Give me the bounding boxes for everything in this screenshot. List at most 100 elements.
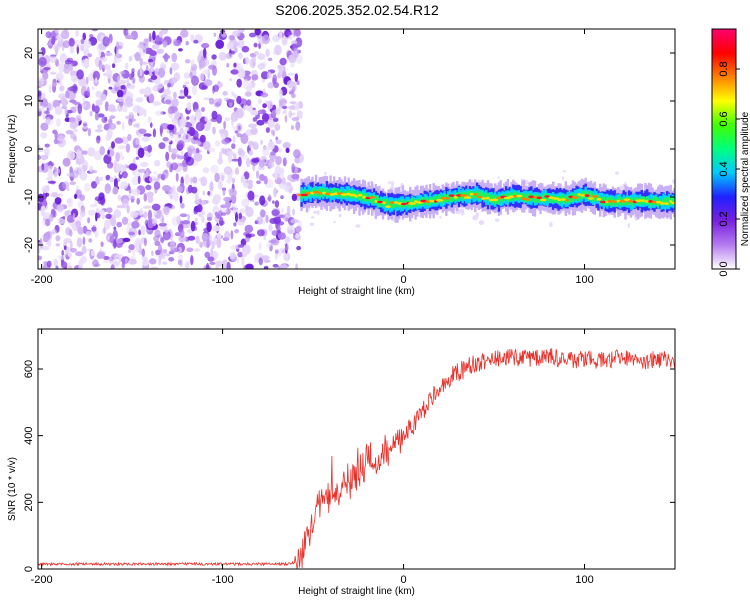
noise-speckle	[263, 236, 267, 241]
noise-speckle	[213, 32, 217, 37]
noise-speckle	[262, 146, 270, 156]
signal-peak	[580, 194, 586, 197]
noise-speckle	[290, 40, 298, 45]
noise-speckle	[50, 192, 59, 198]
noise-speckle	[75, 251, 84, 257]
noise-speckle	[254, 201, 259, 206]
noise-speckle	[74, 193, 78, 199]
noise-speckle	[115, 163, 124, 172]
signal-band-green	[481, 192, 484, 201]
noise-speckle	[135, 97, 144, 103]
noise-speckle	[219, 216, 224, 227]
signal-band-green	[437, 194, 441, 202]
noise-speckle	[624, 182, 627, 185]
signal-band-green	[593, 195, 596, 201]
noise-speckle	[147, 209, 153, 221]
noise-speckle	[38, 56, 47, 68]
noise-speckle	[57, 193, 64, 197]
signal-peak	[533, 196, 538, 199]
noise-speckle	[114, 137, 124, 144]
noise-speckle	[208, 234, 213, 245]
noise-speckle	[195, 199, 200, 204]
x-tick-label: 0	[400, 274, 406, 286]
noise-speckle	[55, 235, 61, 242]
noise-speckle	[138, 229, 142, 236]
noise-speckle	[176, 215, 181, 225]
signal-band-green	[588, 193, 591, 201]
noise-speckle	[459, 208, 465, 213]
noise-speckle	[187, 147, 193, 157]
noise-speckle	[203, 141, 211, 151]
noise-speckle	[162, 54, 171, 60]
noise-speckle	[135, 129, 140, 136]
signal-peak	[408, 202, 416, 205]
noise-speckle	[214, 172, 220, 183]
signal-band-green	[371, 195, 374, 205]
noise-speckle	[89, 34, 94, 38]
noise-speckle	[103, 255, 110, 260]
noise-speckle	[54, 131, 59, 140]
noise-speckle	[178, 95, 185, 99]
noise-speckle	[247, 190, 255, 201]
noise-speckle	[270, 151, 276, 156]
noise-speckle	[170, 162, 179, 171]
noise-speckle	[95, 99, 103, 106]
noise-speckle	[134, 51, 141, 62]
noise-speckle	[206, 221, 212, 233]
noise-speckle	[67, 252, 72, 258]
noise-speckle	[154, 67, 159, 77]
noise-speckle	[258, 257, 263, 266]
noise-speckle	[248, 123, 257, 128]
signal-band-green	[488, 194, 491, 202]
signal-band-green	[537, 195, 540, 204]
signal-peak	[440, 196, 447, 200]
noise-speckle	[206, 217, 212, 221]
noise-speckle	[242, 133, 247, 138]
noise-speckle	[265, 127, 270, 133]
noise-speckle	[267, 57, 273, 62]
noise-speckle	[214, 140, 221, 147]
noise-speckle	[65, 90, 70, 99]
noise-speckle	[75, 30, 79, 37]
noise-speckle	[178, 48, 183, 52]
noise-speckle	[134, 243, 140, 253]
noise-speckle	[237, 251, 243, 258]
noise-speckle	[57, 218, 66, 225]
noise-speckle	[246, 99, 252, 106]
noise-speckle	[148, 93, 155, 104]
noise-speckle	[38, 201, 48, 206]
noise-speckle	[284, 245, 290, 251]
noise-speckle	[75, 114, 82, 122]
noise-speckle	[95, 176, 100, 185]
noise-speckle	[170, 195, 173, 200]
noise-speckle	[289, 185, 294, 192]
noise-speckle	[51, 82, 57, 87]
noise-speckle	[80, 86, 87, 97]
noise-speckle	[282, 142, 291, 149]
noise-speckle	[38, 104, 45, 112]
noise-speckle	[291, 117, 300, 122]
noise-speckle	[121, 171, 128, 179]
noise-speckle	[82, 100, 91, 111]
noise-speckle	[295, 232, 300, 239]
noise-speckle	[147, 58, 154, 63]
noise-speckle	[220, 212, 227, 216]
noise-speckle	[152, 30, 156, 41]
noise-speckle	[288, 110, 293, 119]
noise-speckle	[289, 101, 297, 105]
noise-speckle	[524, 180, 529, 185]
noise-speckle	[200, 176, 208, 187]
signal-peak	[429, 199, 435, 203]
noise-speckle	[241, 198, 250, 208]
noise-speckle	[108, 86, 113, 90]
signal-band-green	[662, 198, 665, 206]
noise-speckle	[82, 48, 90, 56]
noise-speckle	[122, 121, 125, 131]
noise-speckle	[42, 71, 49, 80]
noise-speckle	[292, 208, 295, 216]
snr-y-axis-label: SNR (10 * v/v)	[7, 457, 18, 521]
noise-speckle	[226, 99, 235, 103]
signal-peak	[446, 197, 450, 200]
noise-speckle	[177, 247, 182, 254]
noise-speckle	[51, 104, 54, 111]
